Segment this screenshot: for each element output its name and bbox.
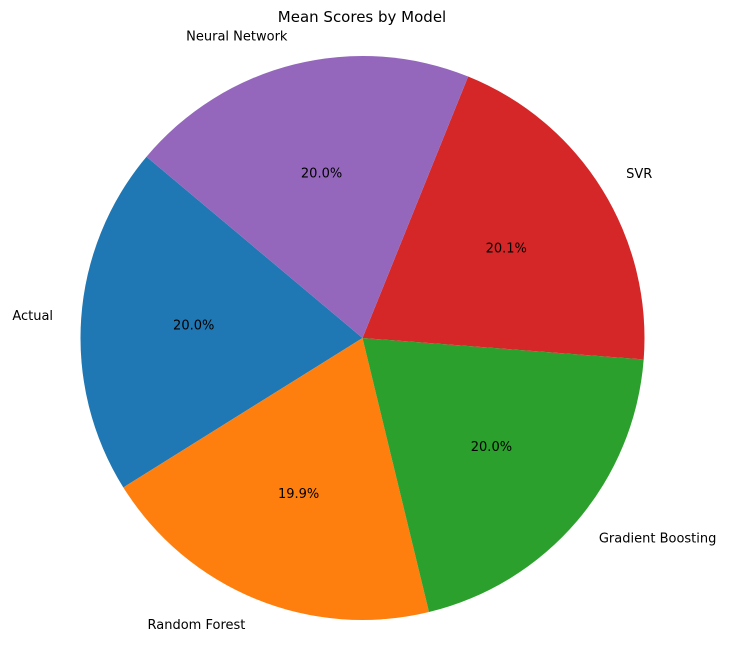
pie-percent-label: 19.9% <box>278 487 319 502</box>
chart-title: Mean Scores by Model <box>278 8 446 26</box>
pie-labels: 20.0% Actual 19.9% Random Forest 20.0% Gradie… <box>12 30 716 633</box>
pie-category-label: Gradient Boosting <box>599 531 717 546</box>
pie-slice-random-forest <box>123 338 429 621</box>
pie-category-label: Neural Network <box>186 30 288 45</box>
pie-slice-svr <box>362 76 645 360</box>
pie-percent-label: 20.0% <box>301 166 342 181</box>
pie-slice-gradient-boosting <box>362 338 644 613</box>
pie-category-label: SVR <box>626 167 652 182</box>
pie-slice-actual <box>80 156 363 488</box>
pie-slice-neural-network <box>146 55 469 338</box>
pie-percent-label: 20.0% <box>173 319 214 334</box>
pie-percent-label: 20.0% <box>471 440 512 455</box>
pie-percent-label: 20.1% <box>486 241 527 256</box>
pie-slices <box>80 55 645 621</box>
pie-category-label: Actual <box>12 309 53 324</box>
pie-category-label: Random Forest <box>148 618 246 633</box>
